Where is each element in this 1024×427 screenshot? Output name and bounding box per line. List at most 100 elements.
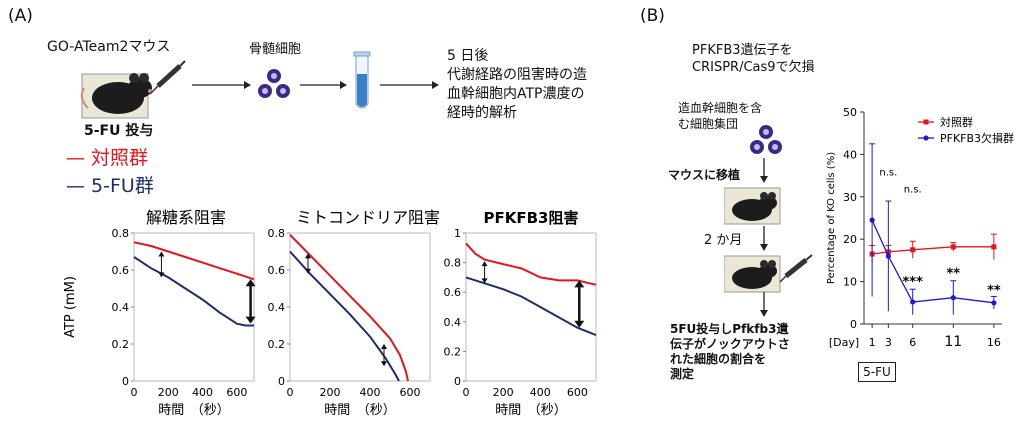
- result-description: 5FU投与しPfkfb3遺 伝子がノックアウトさ れた細胞の割合を 測定: [670, 322, 790, 382]
- arrow-down-icon: [760, 292, 768, 317]
- series-line-5fu: [133, 256, 254, 327]
- x-axis-label: [Day]: [829, 336, 859, 349]
- series-line-5fu: [289, 250, 400, 382]
- plot-frame: [465, 232, 597, 382]
- difference-arrowhead: [158, 251, 165, 257]
- y-tick-label: 0.6: [268, 264, 286, 277]
- 5fu-box: 5-FU: [858, 362, 896, 382]
- result-line: 伝子がノックアウトさ: [670, 337, 790, 351]
- y-tick-label: 0.8: [444, 257, 462, 270]
- cells-icon: [258, 69, 290, 98]
- y-tick-label: 50: [843, 106, 857, 119]
- y-tick-label: 0: [122, 375, 129, 388]
- x-axis-label: 時間 （秒）: [324, 403, 396, 417]
- analysis-line: 代謝経路の阻害時の造: [447, 67, 587, 83]
- arrow-down-icon: [760, 226, 768, 251]
- x-tick-label: 600: [400, 386, 421, 399]
- arrow-icon: [192, 81, 251, 89]
- y-tick-label: 0.8: [268, 227, 286, 240]
- mouse-illustration: [724, 254, 813, 293]
- significance-label: **: [946, 266, 960, 281]
- population-line: 造血幹細胞を含: [678, 101, 763, 115]
- chart-title: 解糖系阻害: [146, 208, 226, 227]
- chart-mitochondria: ミトコンドリア阻害 0 0.2 0.4 0.6 0.8 0 200 400 600 時間 （秒）: [268, 208, 441, 417]
- legend-marker-ko: [923, 135, 929, 141]
- cells-label: 骨髄細胞: [249, 42, 302, 57]
- population-line: む細胞集団: [678, 117, 739, 131]
- x-tick-label: 400: [192, 386, 213, 399]
- legend-5fu: — 5-FU群: [66, 171, 154, 198]
- y-tick-label: 0.2: [112, 338, 130, 351]
- arrow-icon: [300, 81, 347, 89]
- mouse-label: GO-ATeam2マウス: [47, 39, 171, 55]
- significance-label: ***: [903, 275, 924, 290]
- legend-label-control: 対照群: [940, 115, 973, 129]
- plot-frame: [133, 232, 255, 382]
- mouse-illustration: [724, 187, 781, 225]
- crispr-line: CRISPR/Cas9で欠損: [692, 60, 815, 75]
- x-tick-label: 200: [320, 386, 341, 399]
- result-line: れた細胞の割合を: [670, 352, 767, 366]
- x-tick-label: 11: [944, 334, 962, 350]
- y-tick-label: 0.4: [268, 301, 286, 314]
- significance-label: **: [987, 283, 1001, 298]
- period-label: 2 か月: [704, 233, 743, 248]
- y-tick-label: 0.6: [444, 286, 462, 299]
- legend-marker-control: [923, 119, 929, 125]
- legend-label-ko: PFKFB3欠損群: [940, 131, 1014, 145]
- chart-title: PFKFB3阻害: [484, 209, 579, 227]
- panel-b-label: (B): [640, 6, 665, 26]
- result-line: 5FU投与しPfkfb3遺: [670, 322, 789, 336]
- y-axis-label: ATP (mM): [63, 276, 78, 338]
- x-tick-label: 400: [360, 386, 381, 399]
- difference-arrowhead: [574, 280, 585, 288]
- data-point-ko: [885, 253, 891, 259]
- series-line-control: [465, 242, 597, 286]
- x-tick-label: 200: [158, 386, 179, 399]
- chart-title: ミトコンドリア阻害: [296, 208, 440, 227]
- data-point-control: [991, 244, 997, 250]
- legend-label-control: 対照群: [91, 147, 149, 169]
- significance-label: n.s.: [904, 185, 922, 196]
- analysis-line: 5 日後: [447, 48, 489, 64]
- difference-arrowhead: [158, 272, 165, 278]
- difference-arrowhead: [481, 278, 488, 284]
- difference-arrowhead: [381, 344, 387, 349]
- chart-ko-percentage: 0 10 20 30 40 50 [Day] 1 3 6 11 16 Percentage of KO …: [826, 106, 1014, 350]
- x-tick-label: 6: [909, 336, 916, 349]
- legend-label-5fu: 5-FU群: [91, 175, 154, 197]
- y-tick-label: 0.2: [268, 338, 286, 351]
- data-point-control: [950, 244, 956, 250]
- x-tick-label: 16: [987, 336, 1001, 349]
- difference-arrowhead: [305, 253, 311, 259]
- y-tick-label: 0.2: [444, 345, 462, 358]
- panel-a-label: (A): [8, 6, 33, 26]
- data-point-ko: [869, 217, 875, 223]
- result-line: 測定: [670, 367, 695, 381]
- difference-arrowhead: [574, 320, 585, 328]
- syringe-icon: [779, 254, 813, 283]
- y-tick-label: 40: [843, 148, 857, 161]
- series-line-5fu: [465, 276, 597, 337]
- y-tick-label: 0: [278, 375, 285, 388]
- significance-label: n.s.: [879, 168, 897, 179]
- population-description: 造血幹細胞を含 む細胞集団: [678, 100, 762, 132]
- legend-swatch-5fu: —: [66, 175, 92, 197]
- y-tick-label: 0: [454, 375, 461, 388]
- x-tick-label: 1: [869, 336, 876, 349]
- data-point-control: [910, 247, 916, 253]
- x-tick-label: 600: [226, 386, 247, 399]
- x-tick-label: 400: [530, 386, 551, 399]
- data-point-ko: [910, 299, 916, 305]
- treatment-label: 5-FU 投与: [84, 123, 154, 139]
- x-tick-label: 0: [131, 386, 138, 399]
- y-tick-label: 0: [850, 318, 857, 331]
- y-tick-label: 30: [843, 191, 857, 204]
- series-line-control: [289, 234, 409, 382]
- y-tick-label: 1: [454, 227, 461, 240]
- legend-control: — 対照群: [66, 143, 148, 170]
- x-axis-label: 時間 （秒）: [495, 403, 567, 417]
- series-line-ko: [871, 219, 994, 304]
- difference-arrowhead: [481, 261, 488, 267]
